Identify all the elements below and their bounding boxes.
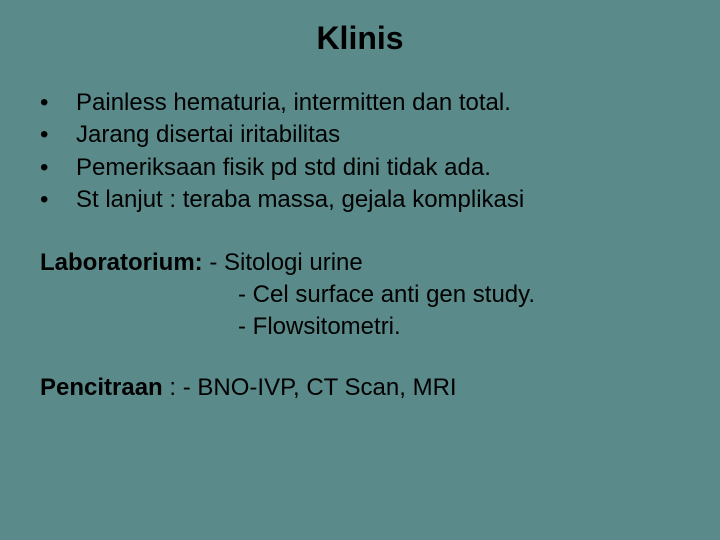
bullet-item: • St lanjut : teraba massa, gejala kompl… xyxy=(40,184,680,216)
imaging-label: Pencitraan xyxy=(40,374,163,401)
lab-item: - Cel surface anti gen study. xyxy=(40,279,680,311)
slide-title: Klinis xyxy=(40,20,680,57)
imaging-item: - BNO-IVP, CT Scan, MRI xyxy=(183,374,457,401)
bullet-item: • Pemeriksaan fisik pd std dini tidak ad… xyxy=(40,152,680,184)
bullet-dot-icon: • xyxy=(40,87,76,119)
bullet-text: Pemeriksaan fisik pd std dini tidak ada. xyxy=(76,152,491,184)
imaging-section: Pencitraan : - BNO-IVP, CT Scan, MRI xyxy=(40,372,680,404)
lab-item: - Flowsitometri. xyxy=(40,311,680,343)
bullet-text: Jarang disertai iritabilitas xyxy=(76,119,340,151)
lab-section: Laboratorium: - Sitologi urine - Cel sur… xyxy=(40,247,680,344)
lab-label: Laboratorium: xyxy=(40,249,209,276)
bullet-item: • Jarang disertai iritabilitas xyxy=(40,119,680,151)
bullet-text: St lanjut : teraba massa, gejala komplik… xyxy=(76,184,524,216)
bullet-dot-icon: • xyxy=(40,184,76,216)
bullet-list: • Painless hematuria, intermitten dan to… xyxy=(40,87,680,217)
imaging-sep: : xyxy=(163,374,183,401)
bullet-item: • Painless hematuria, intermitten dan to… xyxy=(40,87,680,119)
bullet-dot-icon: • xyxy=(40,152,76,184)
bullet-text: Painless hematuria, intermitten dan tota… xyxy=(76,87,511,119)
lab-item: - Sitologi urine xyxy=(209,249,362,276)
bullet-dot-icon: • xyxy=(40,119,76,151)
